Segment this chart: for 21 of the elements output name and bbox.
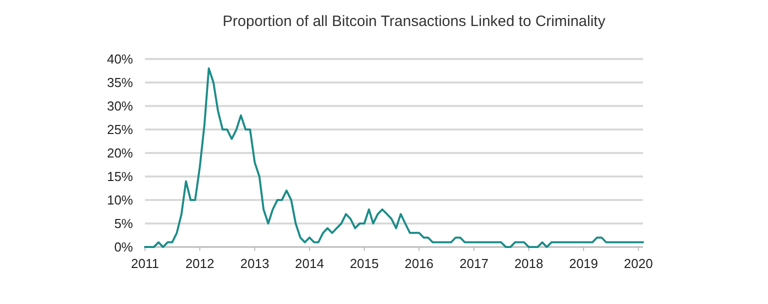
y-tick-label: 15% [106, 169, 134, 184]
line-series [144, 67, 644, 248]
x-tick-label: 2015 [350, 256, 379, 271]
x-tick-label: 2013 [240, 256, 270, 271]
x-tick-label: 2016 [404, 256, 434, 271]
y-tick-label: 5% [114, 216, 134, 232]
y-tick-label: 10% [106, 192, 134, 208]
x-tick-label: 2014 [295, 256, 324, 271]
x-tick-label: 2012 [185, 256, 214, 271]
y-tick-label: 25% [106, 122, 134, 138]
chart-title: Proportion of all Bitcoin Transactions Linked to Criminality [222, 13, 606, 30]
x-tick-label: 2018 [514, 256, 544, 271]
x-tick-label: 2011 [131, 256, 159, 271]
y-tick-label: 40% [106, 52, 134, 67]
y-tick-label: 30% [106, 98, 134, 114]
x-tick-label: 2020 [624, 256, 653, 271]
y-tick-label: 35% [106, 75, 134, 90]
x-tick-label: 2017 [460, 256, 488, 271]
x-tick-label: 2019 [569, 256, 598, 271]
y-tick-label: 0% [114, 240, 134, 255]
y-tick-label: 20% [106, 146, 134, 161]
